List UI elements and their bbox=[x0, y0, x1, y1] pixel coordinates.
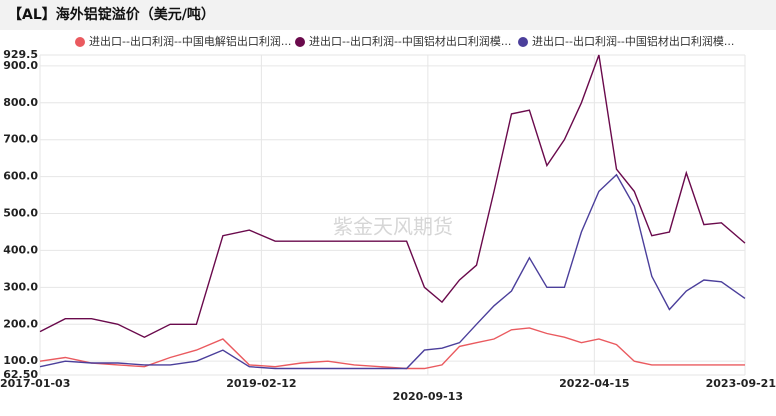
title-bar bbox=[0, 0, 776, 30]
series-line bbox=[39, 327, 745, 370]
watermark: 紫金天风期货 bbox=[333, 215, 453, 239]
y-tick-label: 200.0 bbox=[3, 317, 38, 330]
legend-label: 进出口--出口利润--中国铝材出口利润模... bbox=[309, 34, 511, 48]
y-tick-label: 400.0 bbox=[3, 243, 38, 256]
legend-marker bbox=[518, 37, 528, 47]
y-tick-label: 800.0 bbox=[3, 96, 38, 109]
y-tick-label: 62.50 bbox=[3, 368, 38, 381]
legend-marker bbox=[75, 37, 85, 47]
y-tick-label: 300.0 bbox=[3, 280, 38, 293]
x-tick-label: 2023-09-21 bbox=[706, 377, 776, 390]
y-tick-label: 900.0 bbox=[3, 59, 38, 72]
x-tick-label: 2020-09-13 bbox=[393, 390, 463, 403]
x-tick-label: 2022-04-15 bbox=[559, 377, 629, 390]
series-line bbox=[39, 54, 746, 338]
y-tick-label: 700.0 bbox=[3, 133, 38, 146]
series-line bbox=[39, 173, 746, 370]
legend-marker bbox=[295, 37, 305, 47]
chart-title: 【AL】海外铝锭溢价（美元/吨） bbox=[8, 6, 215, 23]
y-tick-label: 100.0 bbox=[3, 354, 38, 367]
x-tick-label: 2017-01-03 bbox=[0, 377, 70, 390]
y-tick-label: 600.0 bbox=[3, 170, 38, 183]
y-tick-label: 500.0 bbox=[3, 207, 38, 220]
legend-label: 进出口--出口利润--中国铝材出口利润模... bbox=[532, 34, 734, 48]
x-tick-label: 2019-02-12 bbox=[226, 377, 296, 390]
legend-label: 进出口--出口利润--中国电解铝出口利润... bbox=[89, 34, 291, 48]
y-tick-label: 929.5 bbox=[3, 48, 38, 61]
